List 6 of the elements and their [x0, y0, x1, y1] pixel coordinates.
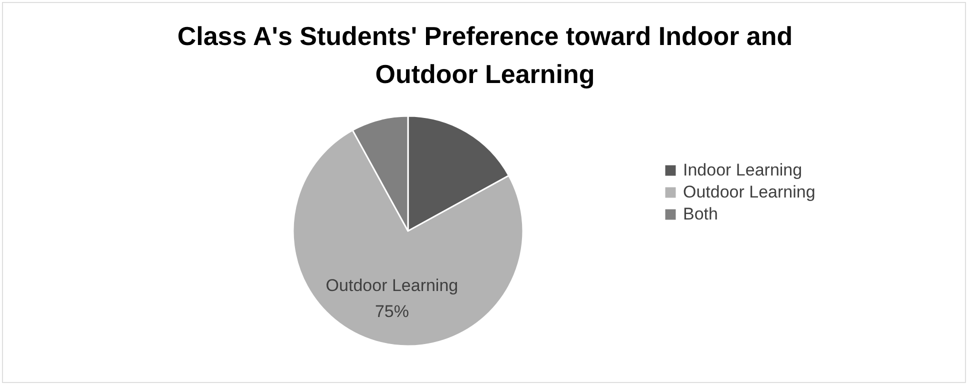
legend-label: Indoor Learning: [683, 160, 802, 180]
legend-label: Outdoor Learning: [683, 182, 816, 202]
chart-title: Class A's Students' Preference toward Indoor and Outdoor Learning: [177, 21, 793, 89]
slice-label: Outdoor Learning: [326, 276, 458, 296]
data-label: 75%: [374, 302, 409, 322]
legend-label: Both: [683, 204, 718, 224]
